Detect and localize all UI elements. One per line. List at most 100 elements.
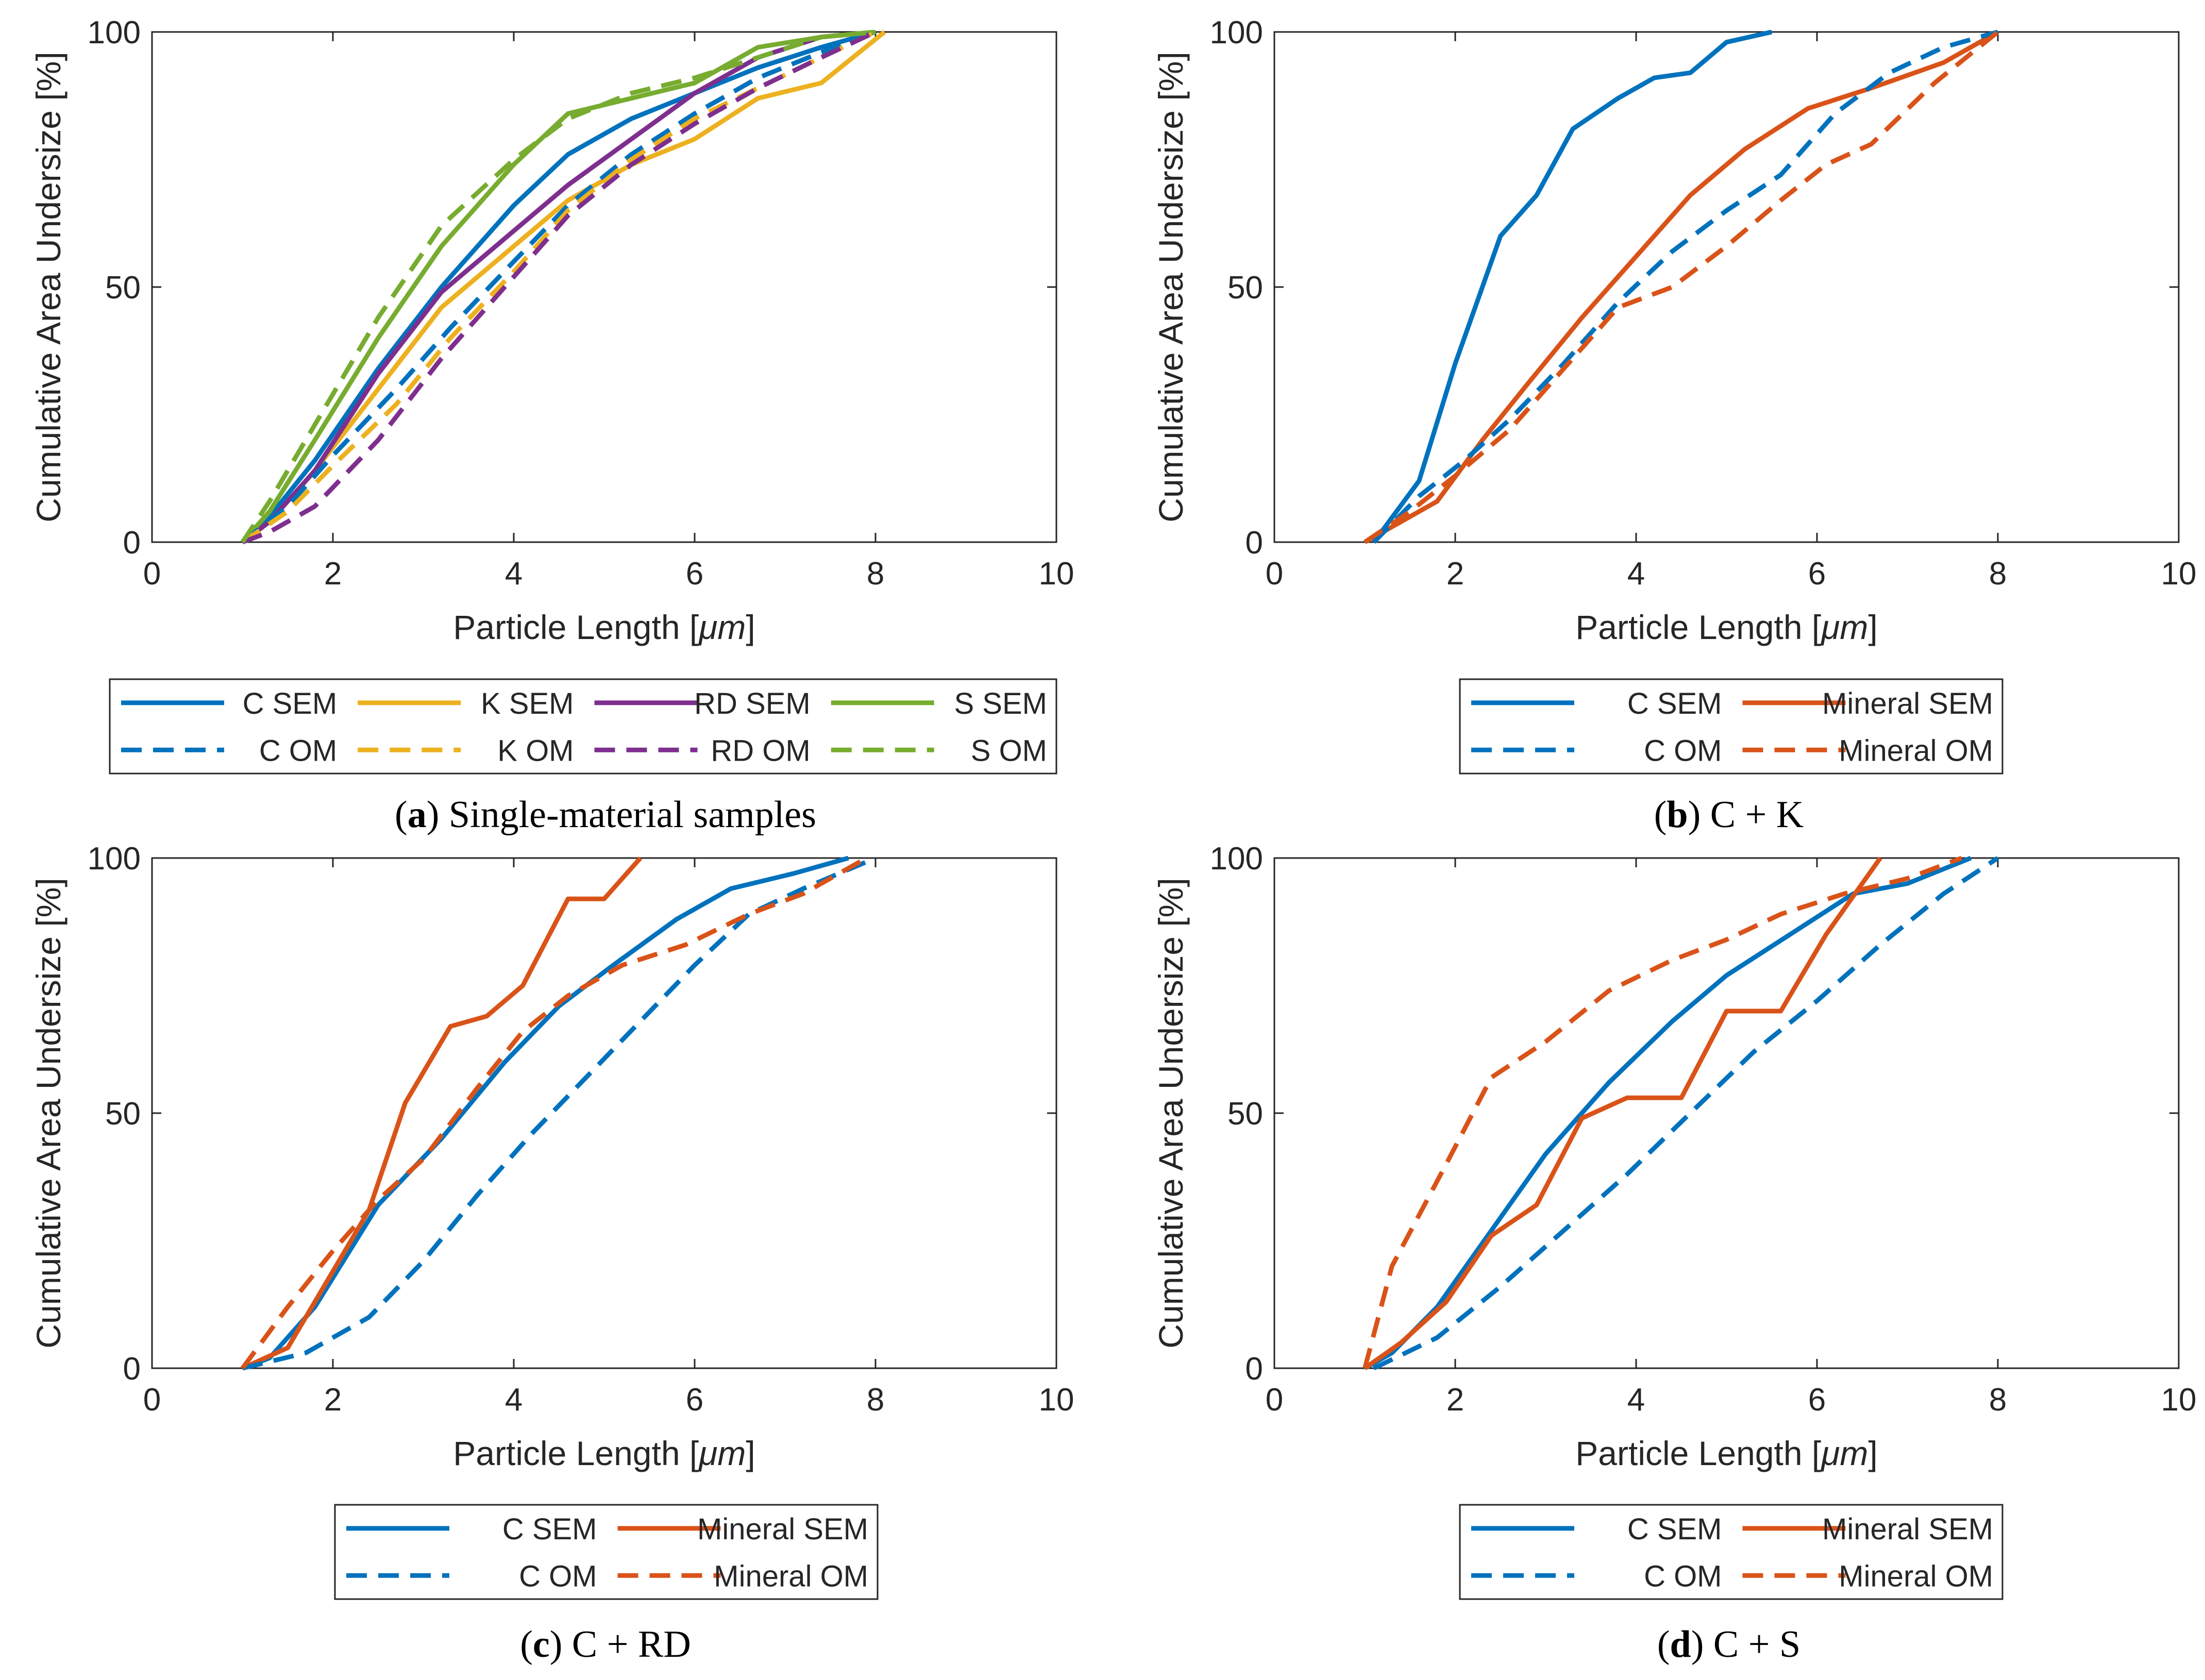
x-axis-label-suffix: ]: [1868, 1434, 1877, 1472]
legend-label: C SEM: [1627, 687, 1722, 720]
y-tick-label: 0: [123, 1351, 141, 1387]
series-line-c-om: [1372, 30, 1999, 544]
x-tick-label: 8: [867, 556, 884, 592]
legend-label: K OM: [497, 734, 574, 767]
legend-box: [1459, 678, 2004, 775]
x-tick-label: 4: [1627, 556, 1645, 592]
legend-label: S SEM: [954, 687, 1048, 720]
x-tick-label: 0: [1266, 1382, 1283, 1418]
x-tick-label: 10: [1039, 556, 1074, 592]
series-group: [240, 856, 877, 1370]
x-tick-label: 2: [324, 1382, 342, 1418]
x-tick-label: 2: [1446, 1382, 1464, 1418]
series-line-c-sem: [1372, 30, 1773, 544]
series-group: [1363, 30, 1999, 544]
y-axis-label: Cumulative Area Undersize [%]: [29, 878, 68, 1348]
series-line-c-om: [241, 30, 877, 544]
legend-label: Mineral SEM: [1822, 1513, 1993, 1546]
y-tick-label: 100: [88, 841, 141, 877]
x-axis-label-unit: μm: [1820, 608, 1868, 646]
series-line-mineral-om: [1362, 856, 1963, 1369]
legend-label: C OM: [1644, 1559, 1722, 1593]
series-group: [1362, 856, 1999, 1370]
legend-box: [334, 1504, 879, 1600]
x-axis-label-prefix: Particle Length [: [1575, 608, 1821, 646]
series-line-mineral-om: [240, 856, 868, 1370]
caption-close-paren: ): [427, 794, 449, 836]
x-tick-label: 6: [686, 1382, 703, 1418]
caption-text: C + RD: [572, 1623, 691, 1666]
x-axis-label-prefix: Particle Length [: [453, 1434, 699, 1472]
y-tick-label: 50: [1227, 1096, 1263, 1132]
legend-label: C SEM: [502, 1513, 597, 1546]
y-tick-label: 100: [1210, 15, 1263, 51]
x-axis-label: Particle Length [μm]: [453, 608, 755, 646]
caption-letter: a: [408, 794, 427, 836]
legend-label: K SEM: [481, 687, 574, 720]
x-tick-label: 2: [324, 556, 342, 592]
legend: C SEM Mineral SEM C OM Mineral OM: [1459, 678, 2004, 775]
x-tick-label: 2: [1446, 556, 1464, 592]
x-axis-label-unit: μm: [1820, 1434, 1868, 1472]
y-axis-label: Cumulative Area Undersize [%]: [1152, 878, 1190, 1348]
y-tick-label: 100: [1210, 841, 1263, 877]
legend-label: Mineral OM: [1839, 734, 1993, 767]
legend-label: C OM: [519, 1559, 597, 1593]
panel-caption: (c) C + RD: [520, 1623, 691, 1666]
x-tick-label: 4: [505, 556, 523, 592]
legend-label: Mineral OM: [714, 1559, 868, 1593]
x-axis-label: Particle Length [μm]: [1575, 608, 1877, 646]
x-tick-label: 4: [505, 1382, 523, 1418]
x-axis-label-suffix: ]: [746, 1434, 755, 1472]
y-axis-label: Cumulative Area Undersize [%]: [1152, 52, 1190, 522]
x-tick-label: 10: [1039, 1382, 1074, 1418]
x-tick-label: 4: [1627, 1382, 1645, 1418]
x-axis-label-prefix: Particle Length [: [453, 608, 699, 646]
legend-label: Mineral SEM: [1822, 687, 1993, 720]
caption-open-paren: (: [1657, 1623, 1670, 1666]
x-axis-label-suffix: ]: [746, 608, 755, 646]
plot-area: [1273, 857, 2180, 1369]
legend-label: S OM: [971, 734, 1047, 767]
x-tick-label: 10: [2161, 1382, 2197, 1418]
caption-letter: d: [1670, 1623, 1691, 1666]
y-tick-label: 50: [105, 1096, 141, 1132]
panel-caption: (b) C + K: [1654, 794, 1804, 836]
legend-box: [109, 678, 1057, 775]
series-group: [240, 30, 886, 544]
legend-label: C OM: [259, 734, 337, 767]
legend-label: RD SEM: [694, 687, 811, 720]
legend-label: C OM: [1644, 734, 1722, 767]
caption-letter: b: [1667, 794, 1688, 836]
x-tick-label: 0: [143, 1382, 161, 1418]
panel-caption: (d) C + S: [1657, 1623, 1800, 1666]
x-tick-label: 0: [143, 556, 161, 592]
x-axis-label-suffix: ]: [1868, 608, 1877, 646]
x-tick-label: 6: [686, 556, 703, 592]
y-tick-label: 0: [1245, 525, 1263, 561]
series-line-mineral-sem: [1363, 856, 1882, 1370]
legend: C SEM K SEM RD SEM S SEM C OM K OM RD OM S OM: [109, 678, 1057, 775]
caption-open-paren: (: [1654, 794, 1667, 836]
series-line-c-om: [1373, 856, 1999, 1370]
plot-area: [151, 857, 1057, 1369]
x-tick-label: 6: [1808, 556, 1826, 592]
x-axis-label-prefix: Particle Length [: [1575, 1434, 1821, 1472]
caption-open-paren: (: [520, 1623, 533, 1666]
series-line-c-sem: [241, 30, 877, 544]
x-axis-label-unit: μm: [698, 1434, 746, 1472]
legend: C SEM Mineral SEM C OM Mineral OM: [334, 1504, 879, 1600]
series-line-s-om: [240, 30, 876, 544]
x-axis-label: Particle Length [μm]: [453, 1434, 755, 1472]
plot-area: [151, 31, 1057, 543]
x-tick-label: 8: [1989, 556, 2007, 592]
series-line-mineral-om: [1363, 30, 1999, 544]
y-tick-label: 50: [1227, 270, 1263, 306]
y-tick-label: 0: [123, 525, 141, 561]
